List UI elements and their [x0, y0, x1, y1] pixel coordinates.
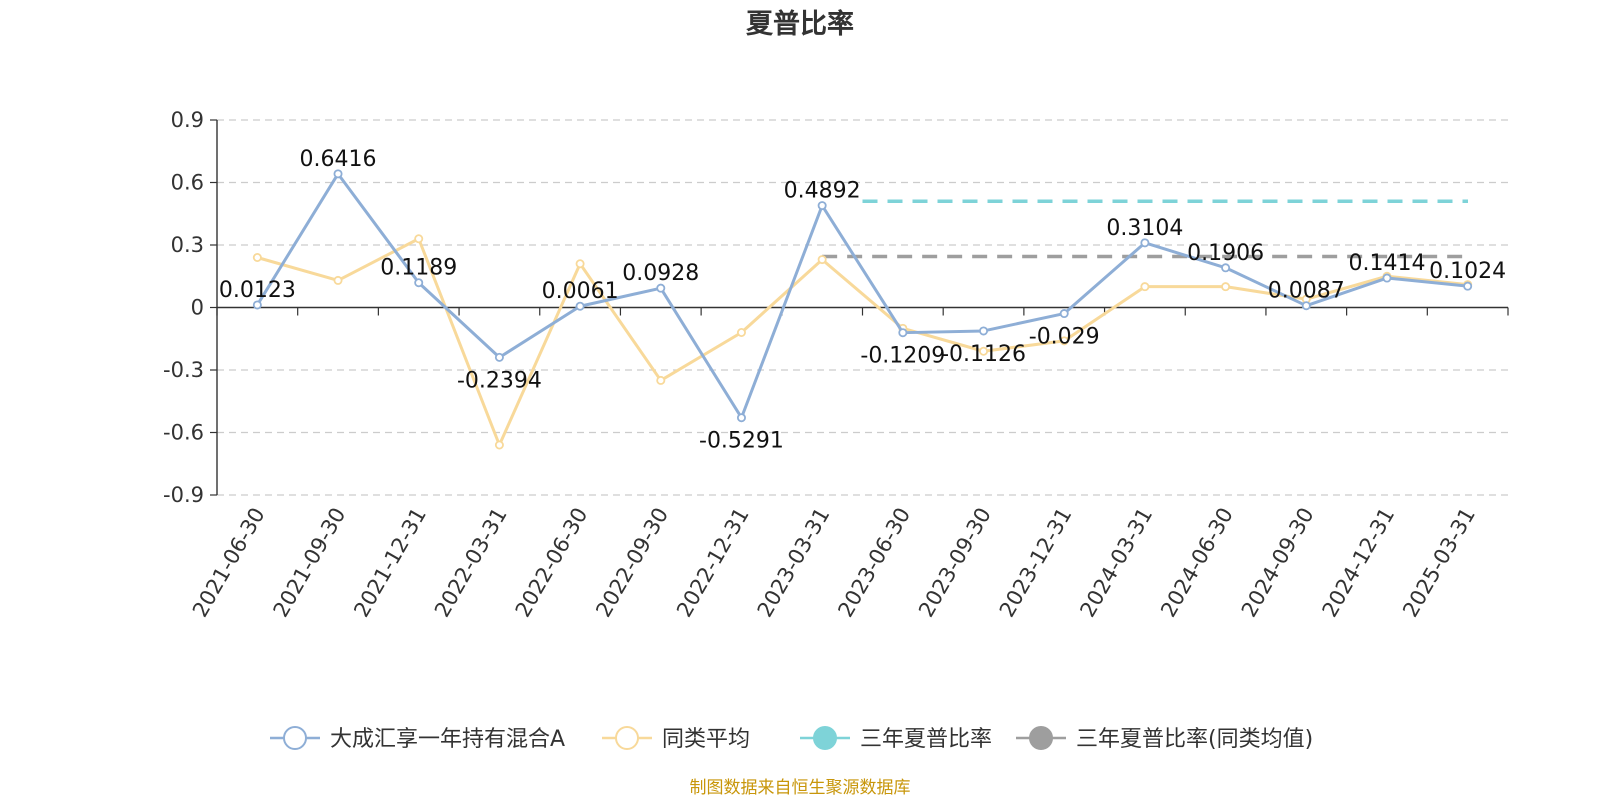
data-label: 0.1189 — [380, 256, 457, 281]
data-point — [1221, 263, 1231, 273]
legend-marker — [615, 726, 639, 750]
y-tick-label: 0.6 — [171, 171, 204, 195]
data-label: -0.5291 — [699, 429, 784, 454]
data-label: -0.2394 — [457, 368, 542, 393]
y-tick-label: 0.9 — [171, 108, 204, 132]
data-point — [979, 326, 989, 336]
x-tick-label: 2024-12-31 — [1317, 504, 1399, 622]
data-point — [817, 255, 827, 265]
data-point — [817, 201, 827, 211]
data-point — [656, 375, 666, 385]
y-tick-label: -0.6 — [163, 421, 204, 445]
data-point — [1221, 282, 1231, 292]
data-point — [494, 440, 504, 450]
data-label: 0.1414 — [1348, 251, 1425, 276]
chart-title: 夏普比率 — [746, 8, 854, 40]
data-point — [1382, 273, 1392, 283]
data-label: -0.029 — [1029, 325, 1100, 350]
x-tick-label: 2025-03-31 — [1398, 504, 1480, 622]
legend-item[interactable]: 大成汇享一年持有混合A — [270, 726, 565, 752]
x-tick-label: 2023-06-30 — [833, 504, 915, 622]
series-line — [256, 237, 1468, 447]
x-tick-label: 2023-12-31 — [995, 504, 1077, 622]
y-tick-label: -0.9 — [163, 483, 204, 507]
series-lines — [252, 169, 1473, 450]
y-tick-label: 0.3 — [171, 233, 204, 257]
data-point — [1059, 309, 1069, 319]
data-label: 0.3104 — [1106, 216, 1183, 241]
data-label: -0.1209 — [860, 344, 945, 369]
data-point — [333, 169, 343, 179]
data-point — [252, 252, 262, 262]
data-point — [1463, 281, 1473, 291]
data-label: 0.6416 — [300, 147, 377, 172]
data-point — [736, 413, 746, 423]
series-line — [256, 172, 1468, 420]
legend-label: 大成汇享一年持有混合A — [330, 727, 565, 752]
data-point — [1140, 282, 1150, 292]
data-label: -0.1126 — [941, 342, 1026, 367]
x-tick-label: 2021-09-30 — [269, 504, 351, 622]
data-point — [252, 300, 262, 310]
data-label: 0.0123 — [219, 278, 296, 303]
data-point — [414, 234, 424, 244]
legend-marker — [813, 726, 837, 750]
x-tick-label: 2024-03-31 — [1075, 504, 1157, 622]
legend-item[interactable]: 三年夏普比率(同类均值) — [1016, 726, 1313, 752]
x-tick-label: 2024-06-30 — [1156, 504, 1238, 622]
legend-label: 同类平均 — [662, 727, 750, 752]
legend-item[interactable]: 三年夏普比率 — [800, 726, 992, 752]
data-point — [736, 327, 746, 337]
data-label: 0.4892 — [784, 179, 861, 204]
legend: 大成汇享一年持有混合A 同类平均 三年夏普比率 三年夏普比率(同类均值) — [270, 726, 1313, 752]
data-point — [1301, 301, 1311, 311]
source-note: 制图数据来自恒生聚源数据库 — [690, 778, 911, 798]
data-label: 0.1906 — [1187, 241, 1264, 266]
x-tick-label: 2022-03-31 — [430, 504, 512, 622]
data-point — [414, 278, 424, 288]
x-tick-label: 2021-12-31 — [349, 504, 431, 622]
legend-label: 三年夏普比率 — [860, 727, 992, 752]
x-tick-label: 2022-12-31 — [672, 504, 754, 622]
y-tick-label: -0.3 — [163, 358, 204, 382]
data-label: 0.0061 — [542, 279, 619, 304]
data-point — [494, 352, 504, 362]
x-tick-label: 2023-03-31 — [753, 504, 835, 622]
x-tick-label: 2024-09-30 — [1237, 504, 1319, 622]
data-point — [1140, 238, 1150, 248]
data-label: 0.0928 — [622, 261, 699, 286]
data-label: 0.0087 — [1268, 279, 1345, 304]
reference-lines — [822, 199, 1468, 259]
data-point — [979, 346, 989, 356]
data-point — [333, 275, 343, 285]
data-point — [575, 301, 585, 311]
data-point — [656, 283, 666, 293]
legend-marker — [283, 726, 307, 750]
legend-label: 三年夏普比率(同类均值) — [1076, 727, 1313, 752]
y-tick-label: 0 — [191, 296, 204, 320]
data-point — [1059, 336, 1069, 346]
x-tick-label: 2022-09-30 — [591, 504, 673, 622]
data-point — [575, 259, 585, 269]
legend-marker — [1029, 726, 1053, 750]
data-point — [898, 328, 908, 338]
x-tick-label: 2022-06-30 — [511, 504, 593, 622]
x-tick-label: 2023-09-30 — [914, 504, 996, 622]
data-label: 0.1024 — [1429, 259, 1506, 284]
legend-item[interactable]: 同类平均 — [602, 726, 750, 752]
x-tick-label: 2021-06-30 — [188, 504, 270, 622]
